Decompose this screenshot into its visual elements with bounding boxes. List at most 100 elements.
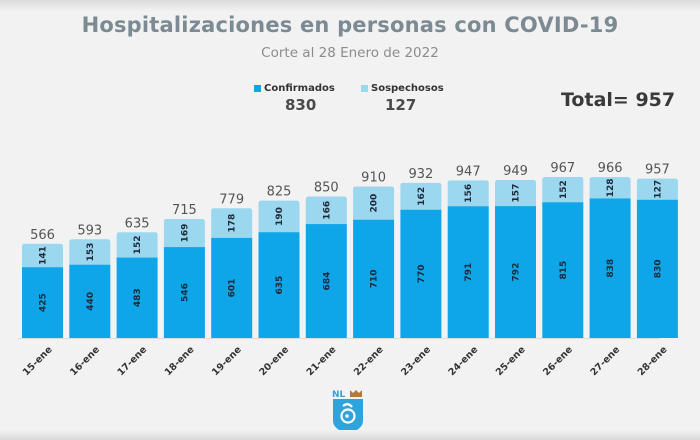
bar-sospechosos (353, 186, 395, 223)
bar-sospechosos (22, 243, 63, 271)
x-tick-label: 26-ene (541, 344, 575, 378)
bar-sospechosos (211, 208, 253, 241)
data-label-sospechosos: 152 (559, 180, 569, 199)
data-label-sospechosos: 127 (653, 180, 663, 199)
bar-sospechosos (636, 178, 678, 203)
x-tick-label: 27-ene (588, 344, 622, 378)
bar-confirmados (447, 206, 489, 338)
data-label-confirmados: 830 (653, 260, 663, 279)
data-label-sospechosos: 152 (133, 236, 143, 255)
data-label-confirmados: 546 (180, 283, 190, 302)
bar-confirmados (636, 199, 678, 338)
bar-confirmados (211, 237, 253, 338)
chart-subtitle: Corte al 28 Enero de 2022 (261, 45, 439, 61)
data-label-sospechosos: 162 (417, 187, 427, 206)
data-label-total: 947 (456, 164, 481, 179)
bar-confirmados (542, 202, 584, 338)
data-label-sospechosos: 157 (512, 184, 522, 203)
data-label-sospechosos: 128 (606, 178, 616, 197)
legend-value-confirmados: 830 (285, 96, 317, 114)
data-label-confirmados: 791 (464, 263, 474, 282)
bar-confirmados (116, 257, 158, 338)
data-label-total: 957 (645, 163, 670, 178)
bar-sospechosos (495, 179, 536, 210)
bar-sospechosos (400, 182, 442, 213)
data-label-sospechosos: 166 (322, 201, 332, 220)
x-tick-label: 19-ene (210, 344, 244, 378)
bar-sospechosos (163, 218, 205, 251)
bar-sospechosos (305, 196, 347, 228)
data-label-sospechosos: 141 (39, 246, 49, 265)
data-label-sospechosos: 200 (370, 194, 380, 213)
data-label-confirmados: 792 (512, 263, 522, 282)
bottom-shadow (0, 430, 700, 440)
data-label-total: 910 (361, 170, 386, 185)
chart-title: Hospitalizaciones en personas con COVID-… (81, 13, 619, 37)
bar-confirmados (353, 219, 395, 338)
data-label-total: 566 (30, 228, 55, 243)
top-shadow (0, 0, 700, 12)
data-label-total: 825 (267, 185, 292, 200)
x-tick-label: 18-ene (163, 344, 197, 378)
x-tick-label: 22-ene (352, 344, 386, 378)
data-label-total: 967 (550, 161, 575, 176)
legend-value-sospechosos: 127 (385, 96, 417, 114)
data-label-confirmados: 770 (417, 265, 427, 284)
bar-sospechosos (69, 239, 111, 268)
legend-label-confirmados: Confirmados (264, 83, 335, 94)
data-label-total: 779 (219, 192, 244, 207)
data-label-confirmados: 710 (370, 269, 380, 288)
crown-icon (350, 390, 362, 397)
bar-sospechosos (116, 232, 158, 261)
data-label-sospechosos: 178 (228, 214, 238, 233)
bar-confirmados (258, 232, 300, 338)
data-label-total: 715 (172, 203, 197, 218)
x-tick-label: 25-ene (494, 344, 528, 378)
x-tick-label: 21-ene (305, 344, 339, 378)
bar-confirmados (589, 198, 631, 338)
data-label-sospechosos: 169 (180, 224, 190, 243)
x-tick-label: 15-ene (21, 344, 55, 378)
data-label-total: 850 (314, 180, 339, 195)
bar-confirmados (163, 247, 205, 338)
bar-confirmados (22, 267, 63, 338)
legend-label-sospechosos: Sospechosos (371, 83, 444, 94)
data-label-total: 932 (408, 167, 433, 182)
data-label-confirmados: 440 (86, 292, 96, 311)
bar-confirmados (400, 209, 442, 338)
data-label-total: 949 (503, 164, 528, 179)
bar-sospechosos (258, 200, 300, 236)
data-label-sospechosos: 156 (464, 184, 474, 203)
x-tick-label: 20-ene (257, 344, 291, 378)
legend-item-confirmados: Confirmados (254, 83, 335, 94)
legend-swatch-confirmados (254, 85, 261, 92)
data-label-confirmados: 483 (133, 288, 143, 307)
x-tick-label: 17-ene (115, 344, 149, 378)
data-label-confirmados: 635 (275, 276, 285, 295)
data-label-confirmados: 838 (606, 259, 616, 278)
x-tick-label: 24-ene (447, 344, 481, 378)
data-label-total: 635 (125, 216, 150, 231)
bar-confirmados (305, 224, 347, 338)
bar-sospechosos (542, 177, 584, 206)
legend-item-sospechosos: Sospechosos (361, 83, 444, 94)
bar-sospechosos (589, 177, 631, 202)
legend-swatch-sospechosos (361, 85, 368, 92)
logo-text: NL (332, 390, 346, 400)
data-label-sospechosos: 190 (275, 207, 285, 226)
x-tick-label: 23-ene (399, 344, 433, 378)
total-label: Total= 957 (561, 89, 676, 111)
data-label-sospechosos: 153 (86, 243, 96, 262)
data-label-confirmados: 815 (559, 261, 569, 280)
data-label-total: 593 (77, 223, 102, 238)
data-label-confirmados: 684 (322, 272, 332, 291)
bar-confirmados (495, 206, 536, 338)
nuevo-leon-logo-icon: NL (332, 390, 363, 434)
x-tick-label: 28-ene (636, 344, 670, 378)
bar-confirmados (69, 264, 111, 338)
data-label-confirmados: 601 (228, 279, 238, 298)
data-label-total: 966 (598, 161, 623, 176)
data-label-confirmados: 425 (39, 293, 49, 312)
bar-sospechosos (447, 180, 489, 210)
